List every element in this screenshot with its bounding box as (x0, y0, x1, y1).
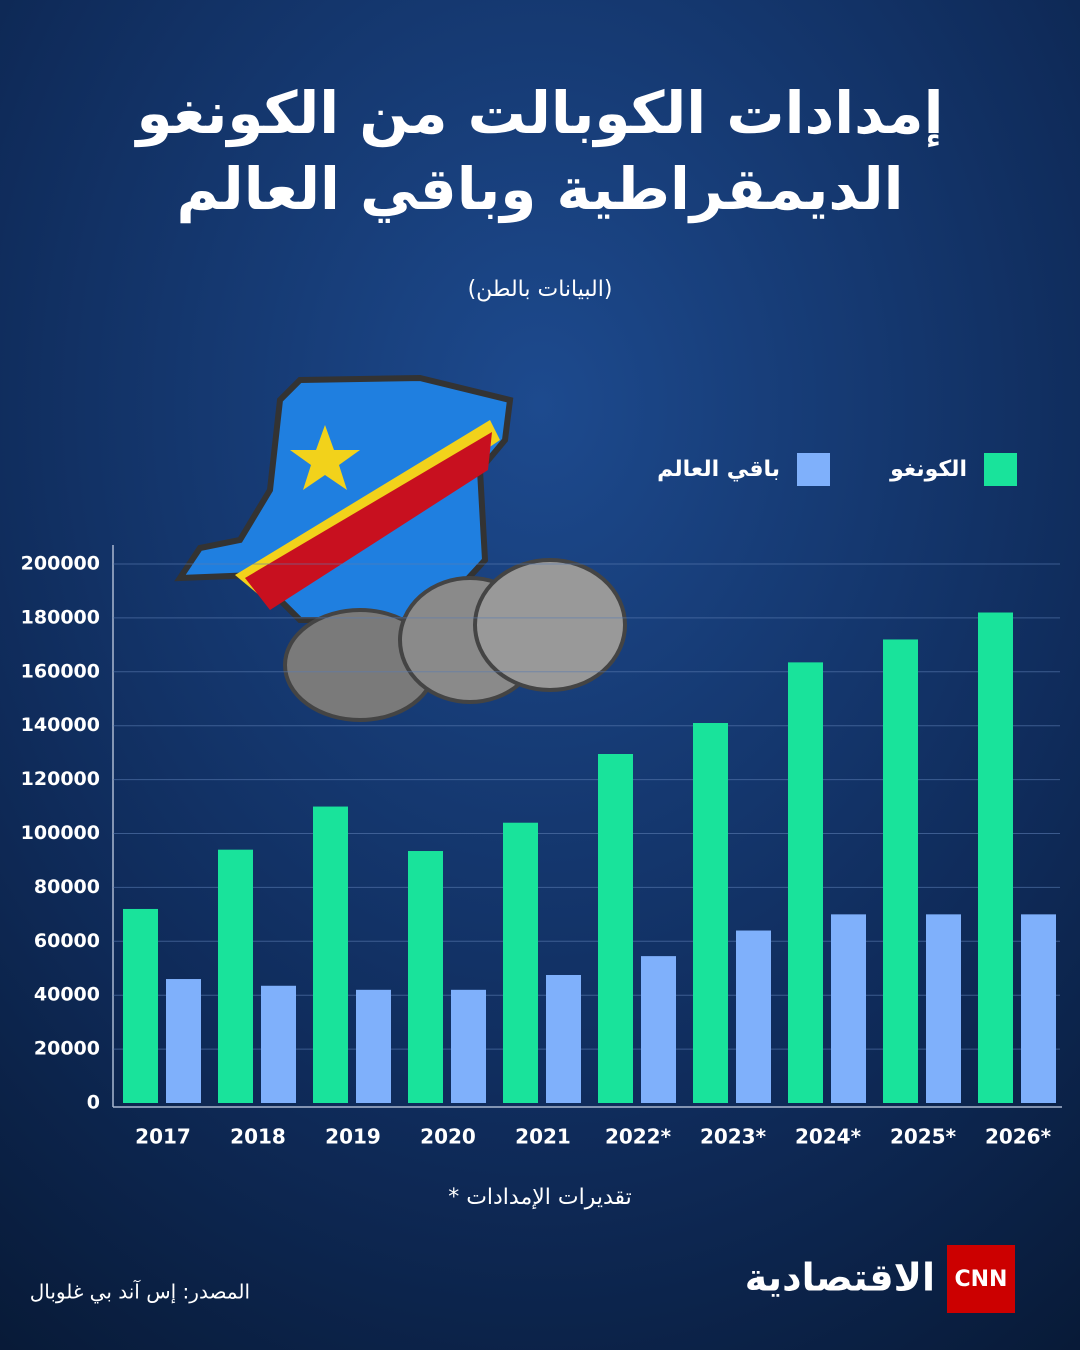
bar (598, 753, 633, 1103)
y-tick-label: 0 (87, 1092, 100, 1114)
x-tick-label: 2024* (795, 1125, 862, 1149)
y-tick-label: 60000 (34, 930, 100, 952)
x-tick-label: 2020 (420, 1125, 476, 1149)
source: المصدر: إس آند بي غلوبال (30, 1279, 250, 1305)
y-tick-label: 160000 (21, 660, 100, 682)
x-tick-label: 2023* (700, 1125, 767, 1149)
footnote: * تقديرات الإمدادات (448, 1185, 632, 1210)
bar (978, 612, 1013, 1103)
legend-label: باقي العالم (657, 457, 780, 482)
bar (451, 989, 486, 1103)
x-tick-label: 2018 (230, 1125, 286, 1149)
logo-network: CNN (955, 1267, 1008, 1292)
bar (218, 849, 253, 1103)
bar (883, 639, 918, 1103)
y-tick-label: 180000 (21, 606, 100, 628)
legend-label: الكونغو (889, 457, 967, 482)
x-tick-label: 2019 (325, 1125, 381, 1149)
x-tick-label: 2017 (135, 1125, 191, 1149)
bar (408, 851, 443, 1103)
bar (503, 822, 538, 1103)
chart-title: الديمقراطية وباقي العالم (176, 155, 903, 224)
bar (356, 989, 391, 1103)
bar (641, 956, 676, 1103)
logo-name: الاقتصادية (745, 1256, 935, 1300)
legend-swatch (797, 453, 830, 486)
bar (166, 979, 201, 1103)
y-tick-label: 80000 (34, 876, 100, 898)
y-tick-label: 200000 (21, 553, 100, 575)
bar (261, 985, 296, 1103)
bar (693, 723, 728, 1103)
bar (546, 974, 581, 1103)
bar (1021, 914, 1056, 1103)
legend-swatch (984, 453, 1017, 486)
x-tick-label: 2022* (605, 1125, 672, 1149)
bar (926, 914, 961, 1103)
subtitle: (البيانات بالطن) (468, 277, 613, 302)
y-tick-label: 140000 (21, 714, 100, 736)
y-tick-label: 20000 (34, 1038, 100, 1060)
chart-title: إمدادات الكوبالت من الكونغو (134, 79, 944, 148)
y-tick-label: 100000 (21, 822, 100, 844)
illustration (174, 374, 627, 722)
x-tick-label: 2026* (985, 1125, 1052, 1149)
bar (831, 914, 866, 1103)
bar (736, 930, 771, 1103)
y-tick-label: 40000 (34, 984, 100, 1006)
x-tick-label: 2025* (890, 1125, 957, 1149)
bar (788, 662, 823, 1103)
logo-box (947, 1245, 1015, 1313)
bar (313, 806, 348, 1103)
bar (123, 908, 158, 1103)
y-tick-label: 120000 (21, 768, 100, 790)
x-tick-label: 2021 (515, 1125, 571, 1149)
